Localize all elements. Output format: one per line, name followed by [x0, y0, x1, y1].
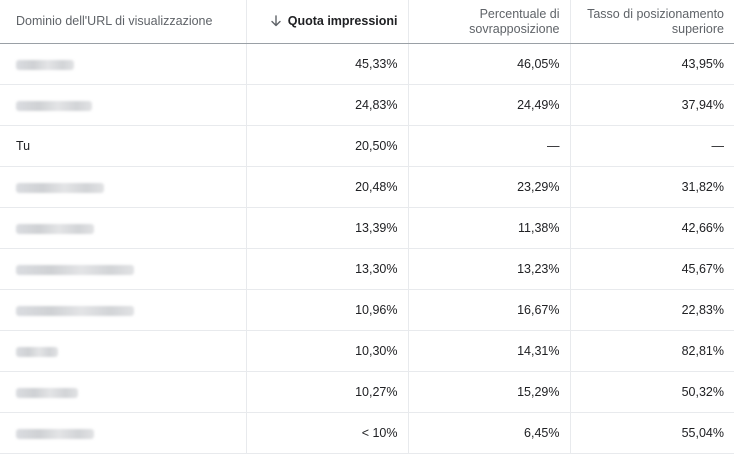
- blurred-domain: [16, 264, 134, 275]
- cell-impression-share: 10,27%: [245, 371, 408, 413]
- column-header-domain-label: Dominio dell'URL di visualizzazione: [16, 14, 213, 28]
- cell-top-rate: 55,04%: [569, 412, 734, 454]
- cell-impression-share: 45,33%: [245, 43, 408, 85]
- table-row: 45,33% 46,05% 43,95%: [0, 43, 734, 85]
- cell-impression-share: 13,30%: [245, 248, 408, 290]
- cell-domain: [0, 207, 246, 249]
- column-header-top-rate[interactable]: Tasso di posizionamento superiore: [569, 0, 734, 44]
- cell-top-rate: 45,67%: [569, 248, 734, 290]
- column-header-impression-share[interactable]: Quota impressioni: [245, 0, 408, 44]
- cell-top-rate: 43,95%: [569, 43, 734, 85]
- cell-overlap-rate: 46,05%: [407, 43, 570, 85]
- column-header-impression-share-label: Quota impressioni: [287, 14, 398, 28]
- cell-top-rate: 31,82%: [569, 166, 734, 208]
- cell-top-rate: 22,83%: [569, 289, 734, 331]
- blurred-domain: [16, 223, 94, 234]
- cell-domain: [0, 166, 246, 208]
- cell-overlap-rate: 23,29%: [407, 166, 570, 208]
- blurred-domain: [16, 59, 74, 70]
- table-row: < 10% 6,45% 55,04%: [0, 412, 734, 454]
- column-header-overlap-rate[interactable]: Percentuale di sovrapposizione: [407, 0, 570, 44]
- cell-impression-share: 13,39%: [245, 207, 408, 249]
- cell-domain: [0, 371, 246, 413]
- cell-overlap-rate: —: [407, 125, 570, 167]
- cell-impression-share: 10,30%: [245, 330, 408, 372]
- table-row: 10,96% 16,67% 22,83%: [0, 289, 734, 331]
- cell-top-rate: 50,32%: [569, 371, 734, 413]
- cell-domain: [0, 248, 246, 290]
- column-header-domain[interactable]: Dominio dell'URL di visualizzazione: [0, 0, 246, 44]
- cell-overlap-rate: 13,23%: [407, 248, 570, 290]
- cell-top-rate: 37,94%: [569, 84, 734, 126]
- table-row: 10,27% 15,29% 50,32%: [0, 371, 734, 413]
- table-row: Tu 20,50% — —: [0, 125, 734, 167]
- cell-top-rate: —: [569, 125, 734, 167]
- cell-top-rate: 82,81%: [569, 330, 734, 372]
- table-header-row: Dominio dell'URL di visualizzazione Quot…: [0, 0, 734, 44]
- cell-domain: [0, 330, 246, 372]
- column-header-top-rate-label-line1: Tasso di posizionamento: [587, 6, 724, 21]
- table-row: 20,48% 23,29% 31,82%: [0, 166, 734, 208]
- column-header-overlap-rate-label-line1: Percentuale di: [479, 6, 560, 21]
- cell-domain: [0, 289, 246, 331]
- cell-impression-share: 10,96%: [245, 289, 408, 331]
- column-header-top-rate-label-line2: superiore: [671, 21, 724, 36]
- arrow-down-icon: [270, 15, 282, 27]
- cell-domain: Tu: [0, 125, 246, 167]
- cell-overlap-rate: 6,45%: [407, 412, 570, 454]
- cell-overlap-rate: 15,29%: [407, 371, 570, 413]
- cell-domain: [0, 43, 246, 85]
- cell-overlap-rate: 11,38%: [407, 207, 570, 249]
- column-header-overlap-rate-label-line2: sovrapposizione: [469, 21, 560, 36]
- table-row: 13,39% 11,38% 42,66%: [0, 207, 734, 249]
- table-row: 10,30% 14,31% 82,81%: [0, 330, 734, 372]
- cell-impression-share: < 10%: [245, 412, 408, 454]
- blurred-domain: [16, 182, 104, 193]
- blurred-domain: [16, 428, 94, 439]
- cell-top-rate: 42,66%: [569, 207, 734, 249]
- cell-domain: [0, 84, 246, 126]
- table-row: 13,30% 13,23% 45,67%: [0, 248, 734, 290]
- cell-impression-share: 24,83%: [245, 84, 408, 126]
- blurred-domain: [16, 346, 58, 357]
- blurred-domain: [16, 387, 78, 398]
- cell-impression-share: 20,48%: [245, 166, 408, 208]
- table-row: 24,83% 24,49% 37,94%: [0, 84, 734, 126]
- blurred-domain: [16, 100, 92, 111]
- cell-impression-share: 20,50%: [245, 125, 408, 167]
- cell-domain: [0, 412, 246, 454]
- cell-overlap-rate: 24,49%: [407, 84, 570, 126]
- cell-overlap-rate: 16,67%: [407, 289, 570, 331]
- blurred-domain: [16, 305, 134, 316]
- cell-overlap-rate: 14,31%: [407, 330, 570, 372]
